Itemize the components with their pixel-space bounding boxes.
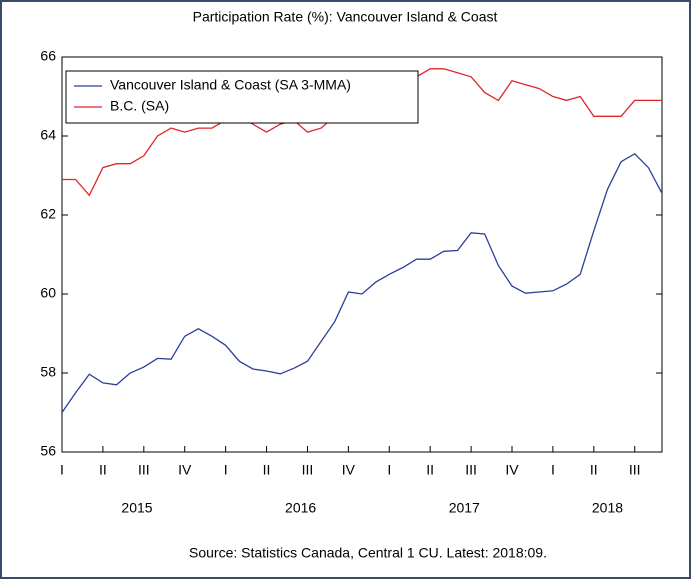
x-tick-label: I [60,462,64,478]
y-tick-label: 60 [40,285,56,301]
year-label: 2016 [285,500,316,516]
x-tick-label: III [465,462,477,478]
x-tick-label: IV [342,462,356,478]
year-label: 2018 [592,500,623,516]
x-tick-label: II [263,462,271,478]
series-line [61,152,663,413]
y-tick-label: 58 [40,364,56,380]
x-tick-label: II [590,462,598,478]
x-tick-label: IV [505,462,519,478]
source-note: Source: Statistics Canada, Central 1 CU.… [189,545,547,561]
y-tick-label: 56 [40,443,56,459]
x-tick-label: II [99,462,107,478]
y-tick-label: 64 [40,127,56,143]
plot-frame [61,56,663,453]
legend-label: B.C. (SA) [110,98,169,114]
y-tick-label: 62 [40,206,56,222]
chart-title: Participation Rate (%): Vancouver Island… [193,9,498,25]
x-tick-label: II [426,462,434,478]
x-tick-label: I [387,462,391,478]
x-tick-label: III [629,462,641,478]
x-tick-label: III [302,462,314,478]
y-tick-label: 66 [40,48,56,64]
year-label: 2015 [121,500,152,516]
legend-label: Vancouver Island & Coast (SA 3-MMA) [110,77,351,93]
x-tick-label: I [551,462,555,478]
x-tick-label: III [138,462,150,478]
legend-box [65,70,419,124]
year-label: 2017 [449,500,480,516]
x-tick-label: IV [178,462,192,478]
x-tick-label: I [224,462,228,478]
